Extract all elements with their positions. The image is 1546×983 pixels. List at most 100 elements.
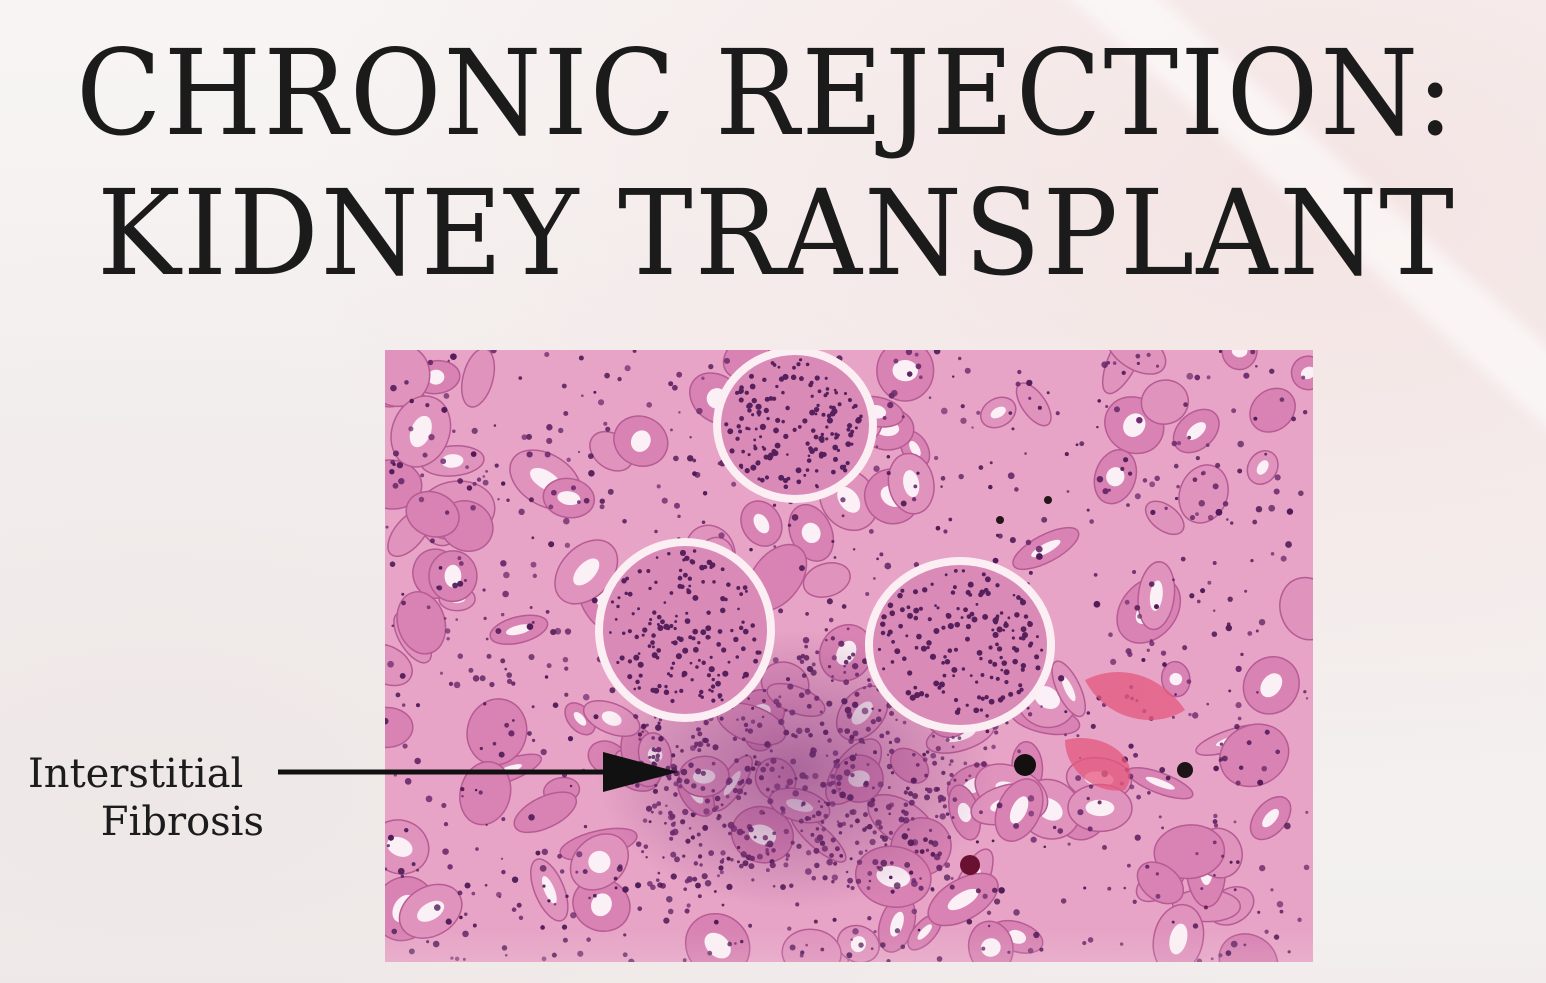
nucleus: [1125, 648, 1132, 655]
glomerular-nucleus: [983, 587, 989, 593]
glomerular-nucleus: [742, 585, 748, 590]
glomerular-nucleus: [729, 448, 735, 454]
nucleus: [637, 906, 643, 912]
tubule: [459, 761, 512, 826]
glomerular-nucleus: [965, 703, 969, 707]
glomerular-nucleus: [905, 634, 909, 638]
nucleus: [599, 504, 605, 510]
arrow-head: [603, 752, 678, 792]
nucleus: [1119, 942, 1124, 946]
glomerular-nucleus: [710, 684, 716, 689]
nucleus: [1106, 360, 1111, 365]
nucleus: [960, 404, 965, 409]
glomerular-nucleus: [797, 425, 802, 429]
nucleus: [552, 702, 559, 708]
tubule-lumen: [1149, 580, 1163, 611]
glomerular-nucleus: [651, 633, 656, 638]
glomerular-nucleus: [657, 683, 662, 689]
nucleus: [528, 497, 534, 503]
nucleus: [1086, 508, 1090, 512]
glomerular-nucleus: [633, 687, 637, 691]
nucleus: [635, 882, 642, 889]
nucleus: [1028, 396, 1032, 400]
nucleus: [564, 666, 569, 671]
nucleus: [553, 902, 557, 906]
nucleus: [504, 953, 508, 957]
nucleus: [565, 894, 569, 898]
nucleus: [1186, 372, 1194, 380]
nucleus: [385, 525, 389, 529]
nucleus: [450, 353, 457, 361]
nucleus: [409, 398, 414, 404]
glomerular-nucleus: [715, 680, 721, 687]
nucleus: [683, 887, 688, 891]
nucleus: [521, 434, 528, 440]
nucleus: [531, 620, 535, 624]
glomerular-nucleus: [619, 655, 625, 661]
tubule-lumen: [573, 558, 600, 586]
nucleus: [489, 681, 495, 688]
nucleus: [599, 498, 605, 504]
nucleus: [422, 452, 428, 458]
glomerular-nucleus: [850, 429, 855, 434]
nucleus: [1079, 441, 1085, 447]
glomerular-nucleus: [651, 645, 655, 649]
glomerular-nucleus: [688, 584, 692, 588]
nucleus: [723, 357, 731, 364]
nucleus: [918, 375, 923, 380]
nucleus: [1206, 375, 1211, 380]
glomerular-nucleus: [993, 619, 999, 625]
nucleus: [1107, 886, 1112, 891]
nucleus: [471, 427, 478, 435]
nucleus: [717, 461, 722, 466]
nucleus: [1142, 478, 1148, 483]
nucleus: [933, 455, 939, 461]
nucleus: [1113, 406, 1120, 413]
nucleus: [483, 702, 487, 706]
tubule: [1144, 500, 1185, 536]
nucleus: [511, 876, 519, 883]
glomerular-nucleus: [1016, 595, 1021, 600]
nucleus: [1093, 573, 1098, 577]
nucleus: [420, 473, 425, 478]
nucleus: [580, 394, 584, 398]
nucleus: [879, 552, 884, 557]
tubule-lumen: [850, 936, 866, 953]
tubule-lumen: [1231, 350, 1248, 358]
glomerular-nucleus: [929, 653, 937, 660]
glomerular-nucleus: [650, 687, 656, 693]
glomerular-nucleus: [748, 373, 754, 379]
glomerular-nucleus: [690, 559, 696, 565]
nucleus: [400, 874, 405, 879]
nucleus: [472, 923, 477, 928]
glomerular-nucleus: [708, 688, 712, 692]
glomerular-nucleus: [781, 419, 785, 424]
nucleus: [971, 426, 974, 429]
nucleus: [604, 372, 610, 379]
slide-title: CHRONIC REJECTION: KIDNEY TRANSPLANT: [76, 35, 1456, 293]
nucleus: [470, 451, 477, 457]
nucleus: [1129, 784, 1135, 790]
nucleus: [444, 510, 450, 515]
glomerular-nucleus: [1035, 635, 1039, 639]
nucleus: [998, 887, 1005, 894]
glomerular-nucleus: [757, 650, 762, 655]
glomerular-nucleus: [677, 575, 683, 581]
nucleus: [1219, 742, 1224, 746]
nucleus: [442, 848, 449, 855]
glomerular-nucleus: [914, 692, 921, 699]
nucleus: [1174, 693, 1177, 696]
glomerular-nucleus: [809, 448, 815, 454]
glomerular-nucleus: [847, 397, 853, 403]
tubule-lumen: [1106, 467, 1125, 487]
nucleus: [471, 891, 476, 896]
nucleus: [913, 484, 918, 489]
nucleus: [868, 529, 874, 534]
nucleus: [440, 458, 447, 465]
glomerular-nucleus: [938, 681, 945, 688]
nucleus: [492, 741, 497, 746]
tubule-lumen: [1256, 460, 1269, 475]
nucleus: [486, 653, 492, 659]
glomerular-nucleus: [1020, 667, 1025, 672]
glomerular-nucleus: [649, 618, 653, 622]
